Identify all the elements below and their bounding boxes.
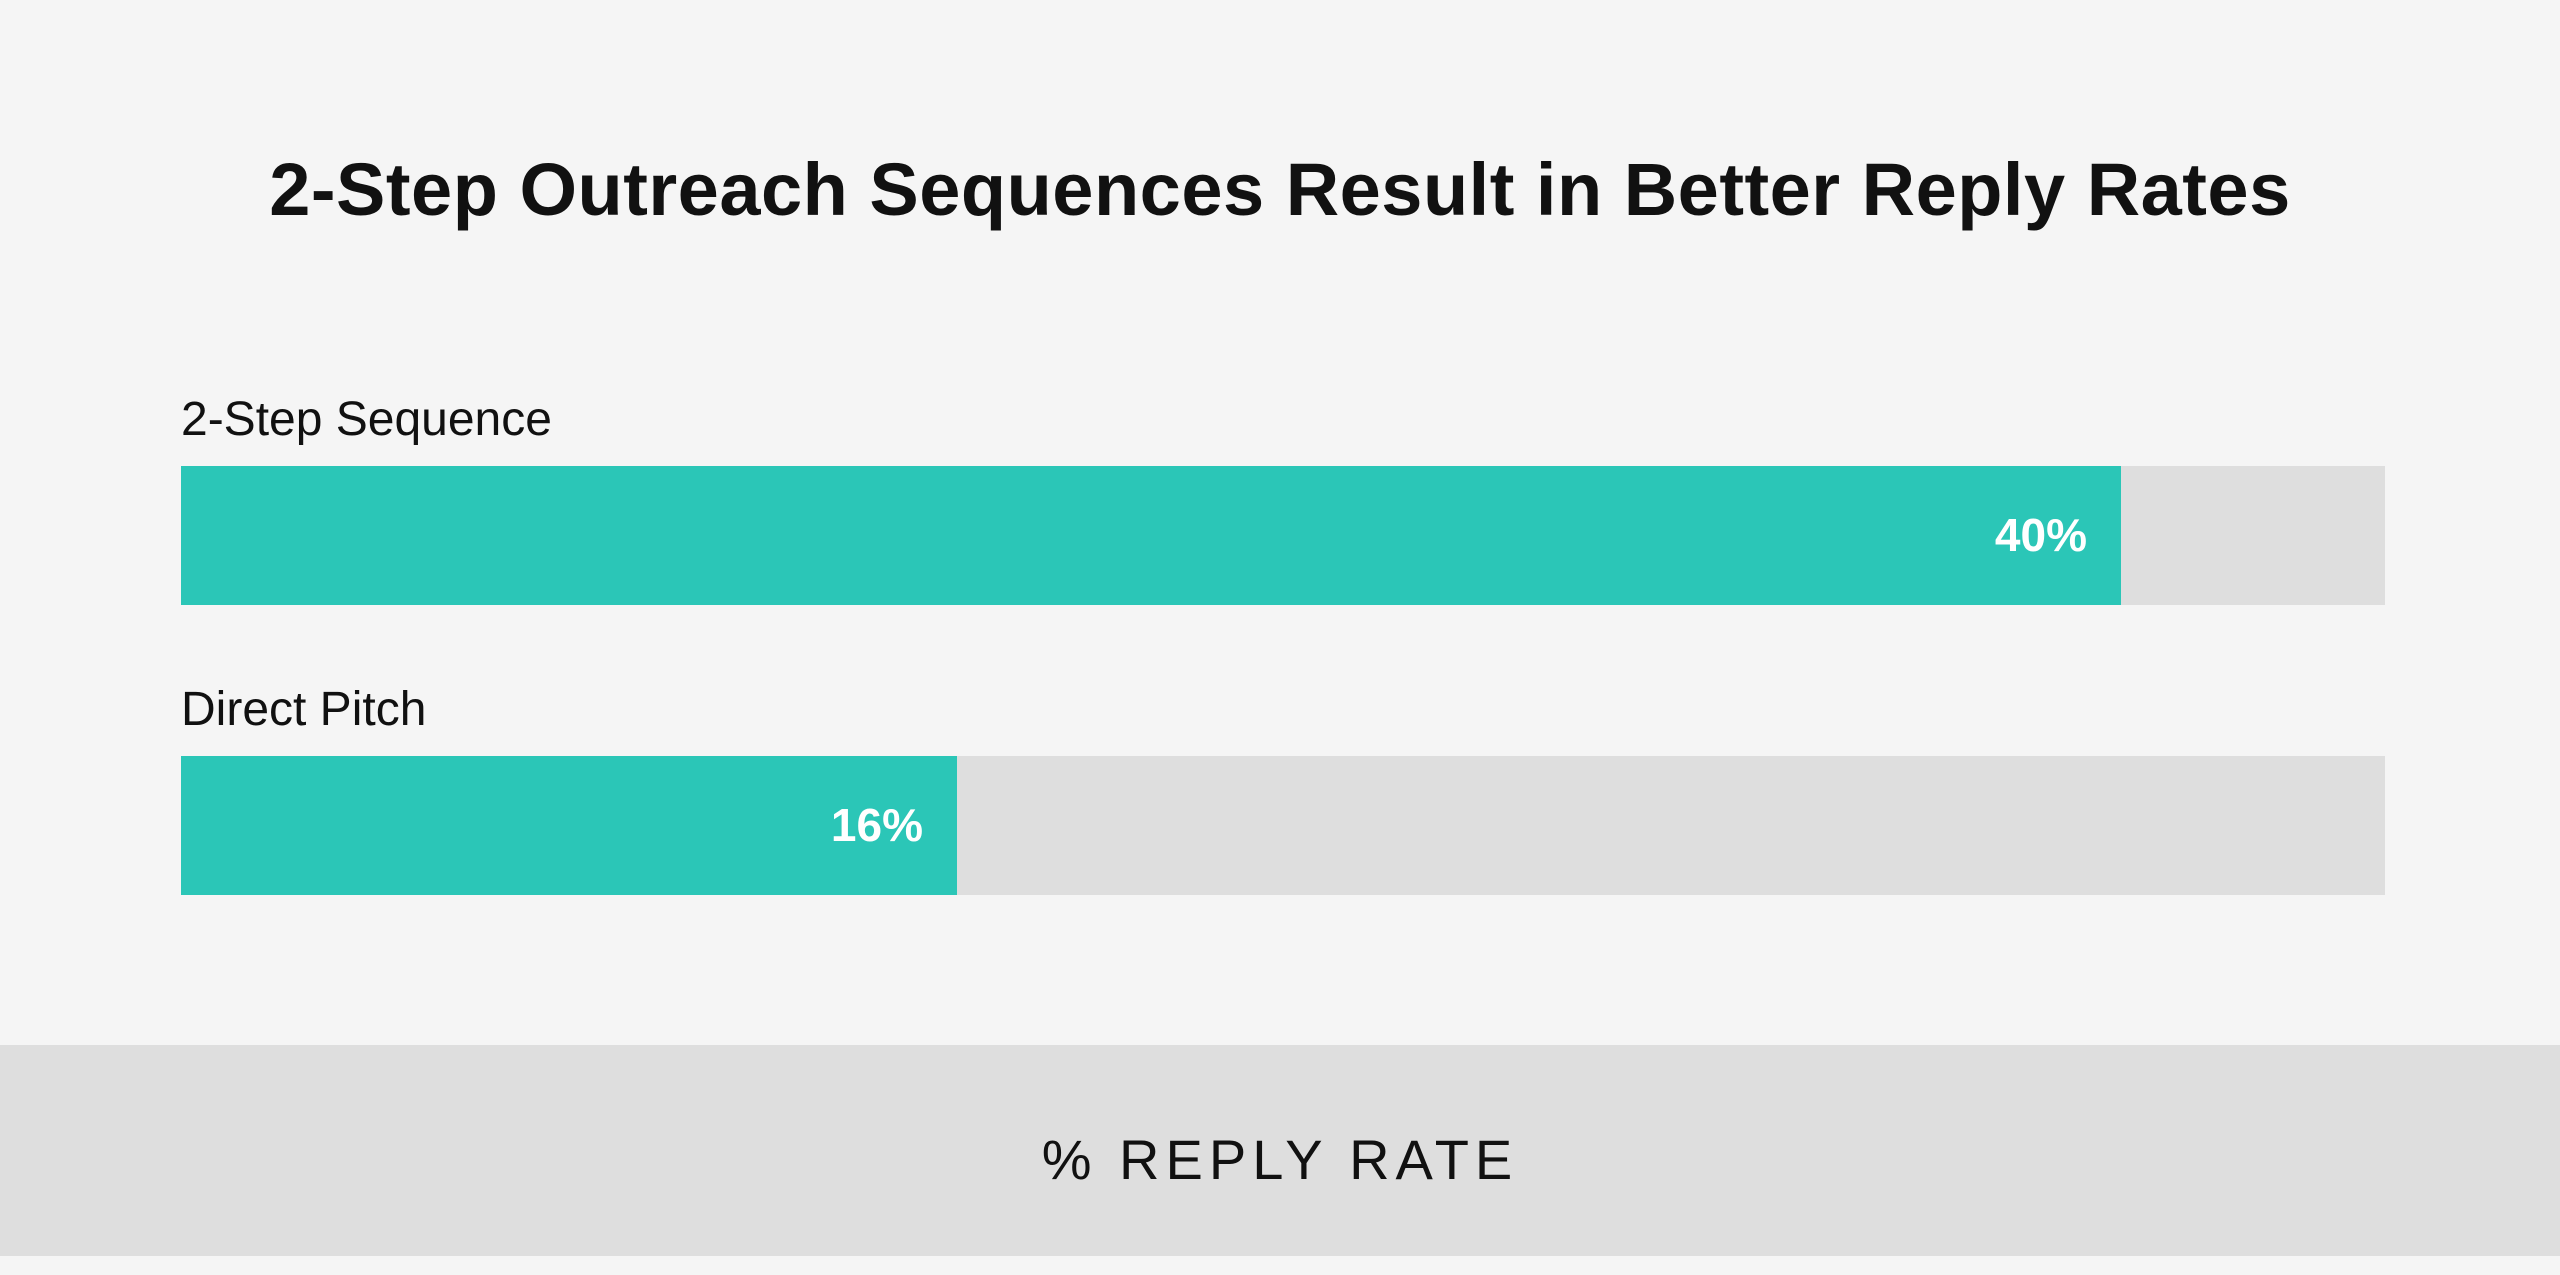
axis-footer: % REPLY RATE — [0, 1045, 2560, 1256]
category-label: 2-Step Sequence — [181, 393, 552, 446]
bar-value-label: 16% — [830, 799, 923, 851]
bar — [181, 466, 2121, 605]
bar-track: 40% — [181, 466, 2385, 605]
bar-track: 16% — [181, 756, 2385, 895]
category-label: Direct Pitch — [181, 683, 427, 736]
bar-value-label: 40% — [1994, 509, 2087, 561]
chart-title: 2-Step Outreach Sequences Result in Bett… — [269, 148, 2291, 231]
x-axis-label: % REPLY RATE — [1041, 1128, 1519, 1191]
bar — [181, 756, 957, 895]
